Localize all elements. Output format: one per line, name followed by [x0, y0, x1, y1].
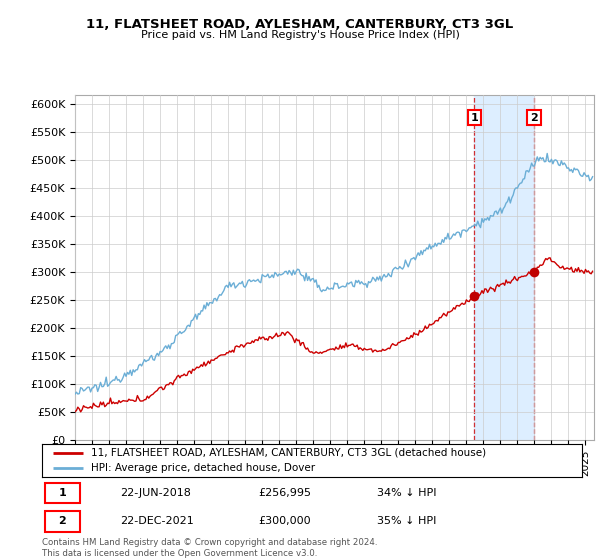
Text: This data is licensed under the Open Government Licence v3.0.: This data is licensed under the Open Gov… — [42, 549, 317, 558]
Text: 2: 2 — [58, 516, 66, 526]
Text: HPI: Average price, detached house, Dover: HPI: Average price, detached house, Dove… — [91, 463, 315, 473]
Text: £300,000: £300,000 — [258, 516, 311, 526]
Text: 35% ↓ HPI: 35% ↓ HPI — [377, 516, 436, 526]
Text: 22-JUN-2018: 22-JUN-2018 — [121, 488, 191, 498]
Text: £256,995: £256,995 — [258, 488, 311, 498]
Text: Contains HM Land Registry data © Crown copyright and database right 2024.: Contains HM Land Registry data © Crown c… — [42, 538, 377, 547]
FancyBboxPatch shape — [45, 483, 80, 503]
FancyBboxPatch shape — [45, 511, 80, 531]
Text: 22-DEC-2021: 22-DEC-2021 — [121, 516, 194, 526]
Text: 1: 1 — [58, 488, 66, 498]
Text: 11, FLATSHEET ROAD, AYLESHAM, CANTERBURY, CT3 3GL: 11, FLATSHEET ROAD, AYLESHAM, CANTERBURY… — [86, 18, 514, 31]
Text: 34% ↓ HPI: 34% ↓ HPI — [377, 488, 436, 498]
Text: 11, FLATSHEET ROAD, AYLESHAM, CANTERBURY, CT3 3GL (detached house): 11, FLATSHEET ROAD, AYLESHAM, CANTERBURY… — [91, 448, 486, 458]
Text: 1: 1 — [470, 113, 478, 123]
Text: 2: 2 — [530, 113, 538, 123]
Text: Price paid vs. HM Land Registry's House Price Index (HPI): Price paid vs. HM Land Registry's House … — [140, 30, 460, 40]
Bar — [475, 95, 534, 440]
